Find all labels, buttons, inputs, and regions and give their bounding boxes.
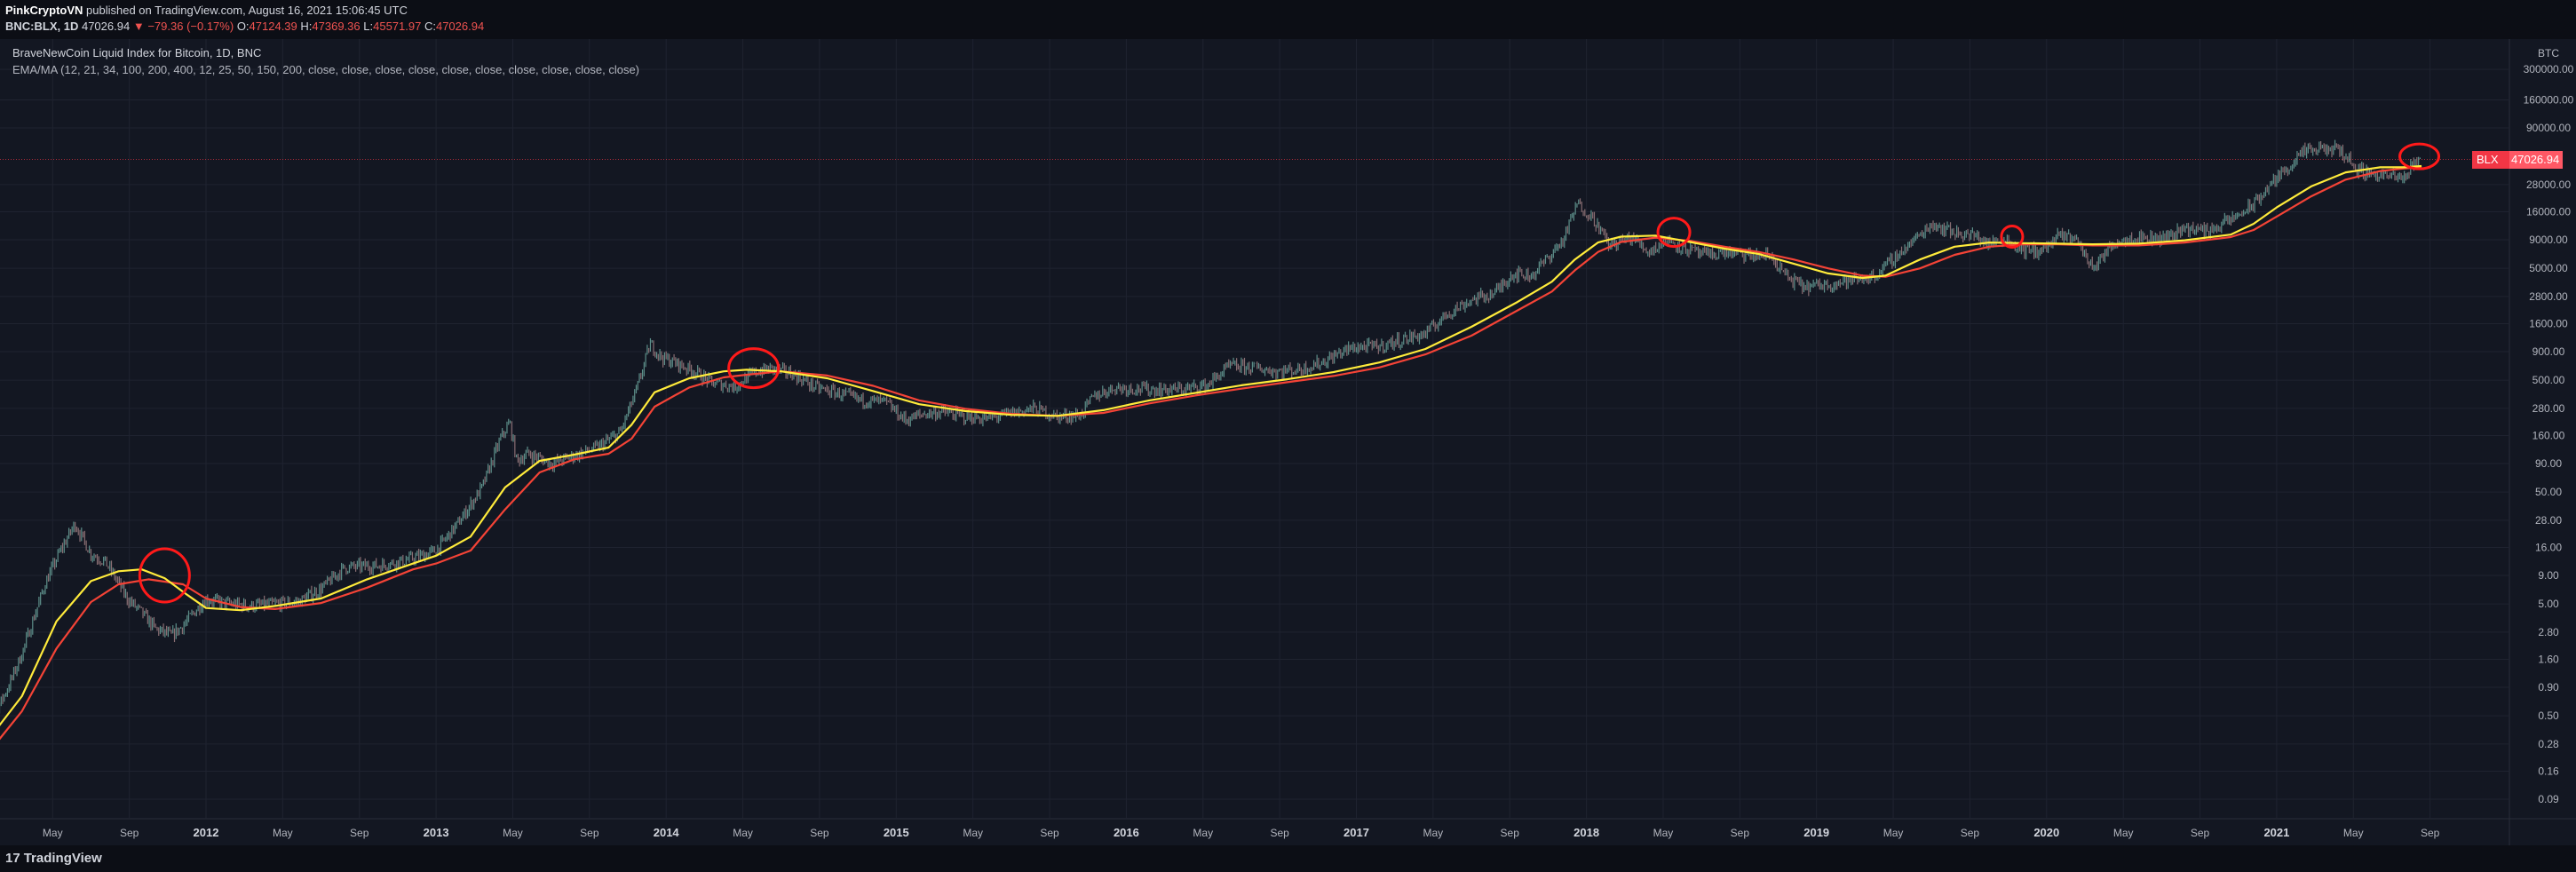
x-tick-label: May — [963, 827, 983, 839]
y-tick-label: 160.00 — [2532, 430, 2565, 442]
x-tick-label: May — [273, 827, 293, 839]
price-candles — [0, 139, 2421, 714]
y-tick-label: 90000.00 — [2526, 122, 2571, 134]
x-tick-label: May — [1423, 827, 1444, 839]
y-tick-label: 160000.00 — [2524, 94, 2574, 107]
open-value: 47124.39 — [249, 20, 297, 33]
x-tick-label: May — [1653, 827, 1674, 839]
x-tick-label: May — [503, 827, 523, 839]
tradingview-logo-icon: 17 — [5, 851, 20, 866]
x-tick-label: 2013 — [424, 826, 449, 839]
x-tick-label: Sep — [1040, 827, 1059, 839]
high-label: H: — [300, 20, 313, 33]
highlight-circle — [1656, 217, 1692, 249]
x-tick-label: Sep — [1270, 827, 1289, 839]
x-tick-label: Sep — [1731, 827, 1750, 839]
x-tick-label: 2021 — [2263, 826, 2289, 839]
y-tick-label: 28000.00 — [2526, 178, 2571, 191]
x-tick-label: Sep — [810, 827, 829, 839]
x-tick-label: 2015 — [884, 826, 909, 839]
published-bar: PinkCryptoVN published on TradingView.co… — [0, 0, 2576, 39]
y-tick-label: 500.00 — [2532, 374, 2565, 386]
x-tick-label: Sep — [2421, 827, 2440, 839]
y-tick-label: 5000.00 — [2529, 262, 2568, 274]
y-tick-label: 16.00 — [2535, 542, 2562, 554]
highlight-circle — [2000, 224, 2025, 249]
price-change: −79.36 (−0.17%) — [147, 20, 234, 33]
highlight-circle — [138, 547, 191, 604]
tradingview-logo[interactable]: 17 TradingView — [5, 851, 102, 866]
y-tick-label: 0.28 — [2538, 738, 2559, 750]
x-tick-label: Sep — [580, 827, 599, 839]
x-tick-label: 2017 — [1343, 826, 1369, 839]
current-price-symbol: BLX — [2477, 152, 2499, 166]
x-tick-label: May — [733, 827, 753, 839]
x-tick-label: Sep — [1961, 827, 1980, 839]
x-tick-label: Sep — [1501, 827, 1520, 839]
y-tick-label: 9.00 — [2538, 569, 2559, 582]
x-tick-label: Sep — [120, 827, 139, 839]
brand-name: TradingView — [23, 851, 102, 866]
symbol-label[interactable]: BNC:BLX, 1D — [5, 20, 79, 33]
current-price-label: BLX 47026.94 — [2472, 150, 2563, 169]
y-tick-label: 5.00 — [2538, 598, 2559, 610]
x-tick-label: May — [2113, 827, 2134, 839]
high-value: 47369.36 — [312, 20, 361, 33]
published-text: published on TradingView.com, August 16,… — [86, 4, 408, 17]
chart-legend-indicator[interactable]: EMA/MA (12, 21, 34, 100, 200, 400, 12, 2… — [12, 63, 639, 76]
y-tick-label: 1600.00 — [2529, 318, 2568, 330]
x-tick-label: 2018 — [1573, 826, 1599, 839]
x-tick-label: 2016 — [1114, 826, 1139, 839]
y-tick-label: 2.80 — [2538, 626, 2559, 638]
open-label: O: — [236, 20, 250, 33]
x-tick-label: 2014 — [654, 826, 680, 839]
y-tick-label: 0.09 — [2538, 793, 2559, 805]
x-tick-label: May — [1193, 827, 1213, 839]
current-price-value: 47026.94 — [2509, 150, 2563, 169]
ema-line — [0, 164, 2422, 726]
y-tick-label: 50.00 — [2535, 486, 2562, 498]
x-tick-label: May — [43, 827, 63, 839]
y-tick-label: 0.50 — [2538, 709, 2559, 722]
y-tick-label: 300000.00 — [2524, 63, 2574, 75]
x-tick-label: 2012 — [194, 826, 219, 839]
x-tick-label: Sep — [350, 827, 369, 839]
y-tick-label: 900.00 — [2532, 345, 2565, 358]
y-tick-label: 0.90 — [2538, 681, 2559, 694]
price-chart[interactable]: 0.09 0.16 0.28 0.50 0.90 1.60 2.80 5.00 9.00 16.0… — [0, 39, 2576, 845]
y-tick-label: 0.16 — [2538, 765, 2559, 778]
highlight-circle — [727, 347, 781, 390]
x-tick-label: 2020 — [2033, 826, 2059, 839]
chart-background — [0, 39, 2576, 845]
x-tick-label: 2019 — [1803, 826, 1829, 839]
quote-line: BNC:BLX, 1D 47026.94 ▼ −79.36 (−0.17%) O… — [5, 20, 484, 33]
y-tick-label: 280.00 — [2532, 402, 2565, 415]
y-tick-label: 2800.00 — [2529, 290, 2568, 303]
chart-legend-title[interactable]: BraveNewCoin Liquid Index for Bitcoin, 1… — [12, 46, 262, 59]
publisher-name[interactable]: PinkCryptoVN — [5, 4, 83, 17]
x-tick-label: Sep — [2191, 827, 2210, 839]
highlight-circle — [2398, 142, 2441, 170]
change-arrow-icon: ▼ — [132, 20, 145, 33]
y-tick-label: 16000.00 — [2526, 206, 2571, 218]
x-tick-label: May — [1883, 827, 1904, 839]
footer-bar: 17 TradingView — [0, 845, 2576, 872]
low-label: L: — [363, 20, 374, 33]
last-price: 47026.94 — [81, 20, 131, 33]
y-tick-label: 28.00 — [2535, 514, 2562, 527]
y-axis-unit-label: BTC — [2538, 47, 2559, 59]
y-tick-label: 90.00 — [2535, 457, 2562, 470]
y-tick-label: 1.60 — [2538, 654, 2559, 666]
close-label: C: — [424, 20, 436, 33]
price-axis-panel — [2509, 39, 2576, 845]
x-tick-label: May — [2343, 827, 2364, 839]
close-value: 47026.94 — [435, 20, 485, 33]
y-tick-label: 9000.00 — [2529, 234, 2568, 246]
publisher-line: PinkCryptoVN published on TradingView.co… — [5, 4, 408, 17]
low-value: 45571.97 — [373, 20, 422, 33]
